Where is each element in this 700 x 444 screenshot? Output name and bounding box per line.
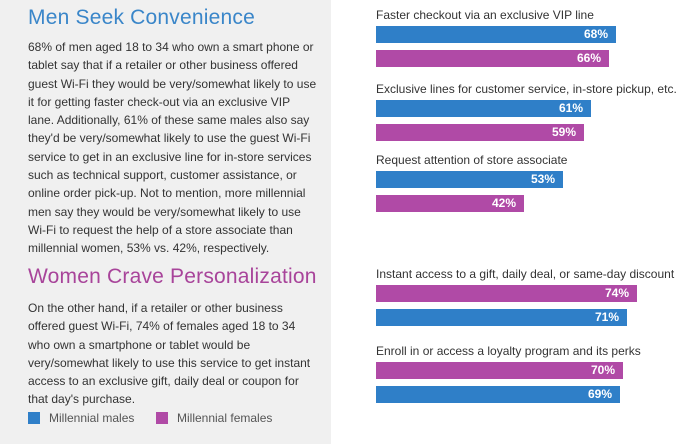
bar-value-label: 68% (583, 27, 608, 41)
category-label: Request attention of store associate (376, 153, 568, 167)
bar-value-label: 66% (576, 51, 601, 65)
category-label: Instant access to a gift, daily deal, or… (376, 267, 675, 281)
bar-females: 74% (376, 285, 637, 302)
bar-value-label: 53% (530, 172, 555, 186)
bar-value-label: 69% (587, 387, 612, 401)
legend-swatch-females (156, 412, 168, 424)
category-label: Exclusive lines for customer service, in… (376, 82, 677, 96)
bar-females: 70% (376, 362, 623, 379)
women-section-body: On the other hand, if a retailer or othe… (28, 301, 311, 407)
bar-females: 59% (376, 124, 584, 141)
legend-swatch-males (28, 412, 40, 424)
bar-value-label: 74% (604, 286, 629, 300)
bar-females: 66% (376, 50, 609, 67)
bar-females: 42% (376, 195, 524, 212)
bar-males: 69% (376, 386, 620, 403)
bar-males: 53% (376, 171, 563, 188)
bar-males: 71% (376, 309, 627, 326)
bar-males: 61% (376, 100, 591, 117)
legend-label-males: Millennial males (49, 411, 135, 425)
bar-value-label: 61% (558, 101, 583, 115)
bar-value-label: 71% (594, 310, 619, 324)
bar-value-label: 70% (590, 363, 615, 377)
text-panel: Men Seek Convenience 68% of men aged 18 … (0, 0, 331, 444)
men-section-body: 68% of men aged 18 to 34 who own a smart… (28, 40, 317, 256)
bar-value-label: 59% (551, 125, 576, 139)
men-section-title: Men Seek Convenience (28, 6, 255, 29)
women-section-title: Women Crave Personalization (28, 265, 317, 288)
bar-value-label: 42% (491, 196, 516, 210)
category-label: Faster checkout via an exclusive VIP lin… (376, 8, 594, 22)
bar-males: 68% (376, 26, 616, 43)
legend-label-females: Millennial females (177, 411, 273, 425)
category-label: Enroll in or access a loyalty program an… (376, 344, 641, 358)
